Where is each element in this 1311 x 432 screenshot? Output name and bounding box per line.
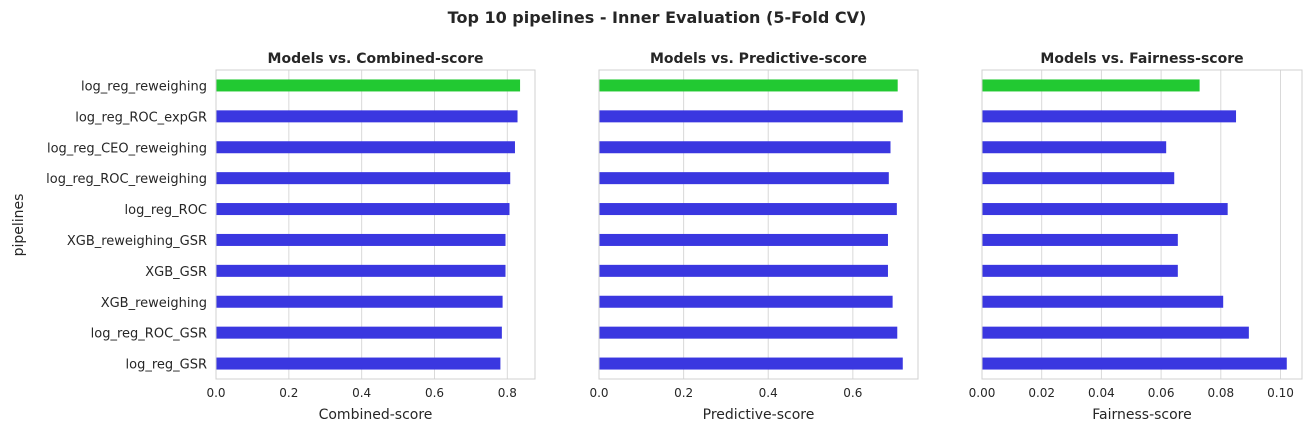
axes-frame (981, 69, 1303, 380)
panel-title: Models vs. Predictive-score (650, 51, 867, 67)
y-tick-label: log_reg_ROC_GSR (91, 327, 207, 342)
panel-1: 0.0 0.2 0.4 0.6 0.8 log_reg_reweighing log_reg… (46, 51, 536, 423)
bar (216, 110, 518, 123)
bar (216, 203, 510, 216)
bar (216, 357, 501, 370)
x-tick-label: 0.06 (1148, 386, 1175, 400)
x-tick-label: 0.04 (1088, 386, 1115, 400)
bar (599, 110, 903, 123)
bar (982, 326, 1249, 339)
bar (216, 295, 503, 308)
y-tick-label: log_reg_GSR (126, 358, 208, 373)
x-tick-label: 0.2 (674, 386, 693, 400)
panel-2: 0.0 0.2 0.4 0.6 Models vs. Predictive-score P… (589, 51, 919, 423)
x-tick-label: 0.2 (279, 386, 298, 400)
bar (982, 172, 1175, 185)
x-tick-label: 0.4 (352, 386, 371, 400)
x-tick-label: 0.0 (206, 386, 225, 400)
x-axis-label: Fairness-score (1092, 407, 1192, 423)
bar (982, 203, 1228, 216)
x-tick-label: 0.8 (498, 386, 517, 400)
bar (982, 79, 1200, 92)
y-tick-label: log_reg_ROC (125, 203, 207, 218)
bar (982, 357, 1287, 370)
y-tick-label: log_reg_reweighing (81, 79, 207, 94)
bar (982, 141, 1167, 154)
bar (599, 203, 897, 216)
x-tick-label: 0.02 (1028, 386, 1055, 400)
y-tick-label: log_reg_CEO_reweighing (47, 141, 207, 156)
x-axis-label: Predictive-score (703, 407, 815, 423)
bar (599, 357, 903, 370)
panel-title: Models vs. Combined-score (268, 51, 484, 67)
bar (599, 79, 898, 92)
panels: 0.0 0.2 0.4 0.6 0.8 log_reg_reweighing log_reg… (46, 51, 1303, 423)
bar (982, 295, 1224, 308)
bar (216, 233, 506, 246)
bar (599, 295, 893, 308)
x-tick-label: 0.00 (969, 386, 996, 400)
x-tick-label: 0.6 (843, 386, 862, 400)
y-tick-label: log_reg_ROC_reweighing (46, 172, 207, 187)
x-tick-label: 0.08 (1207, 386, 1234, 400)
bar (599, 141, 891, 154)
bar (599, 326, 898, 339)
x-axis-label: Combined-score (319, 407, 433, 423)
panel-3: 0.00 0.02 0.04 0.06 0.08 0.10 Models vs. Fairn… (969, 51, 1303, 423)
x-tick-label: 0.0 (589, 386, 608, 400)
x-tick-label: 0.4 (759, 386, 778, 400)
x-tick-label: 0.6 (425, 386, 444, 400)
bar (599, 233, 888, 246)
y-tick-label: XGB_GSR (145, 265, 207, 280)
bar (216, 264, 506, 277)
y-axis-label: pipelines (11, 194, 27, 257)
bar (216, 141, 515, 154)
y-tick-label: log_reg_ROC_expGR (75, 110, 207, 125)
bar (216, 79, 521, 92)
y-tick-label: XGB_reweighing_GSR (67, 234, 207, 249)
bar (982, 110, 1237, 123)
figure-title: Top 10 pipelines - Inner Evaluation (5-F… (448, 8, 867, 27)
x-tick-label: 0.10 (1267, 386, 1294, 400)
bar (599, 172, 889, 185)
bar (982, 233, 1178, 246)
axes-frame (215, 69, 536, 380)
bar (599, 264, 888, 277)
y-tick-label: XGB_reweighing (101, 296, 207, 311)
bar (216, 172, 511, 185)
bar (982, 264, 1178, 277)
bar (216, 326, 502, 339)
axes-frame (598, 69, 919, 380)
panel-title: Models vs. Fairness-score (1040, 51, 1243, 67)
